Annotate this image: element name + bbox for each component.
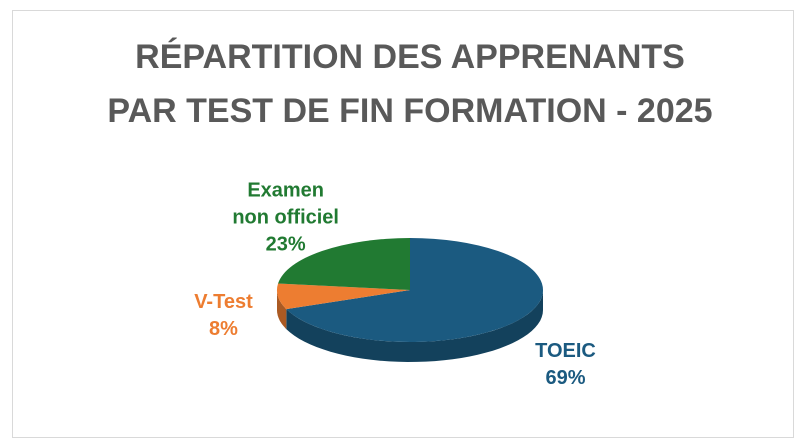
- data-label: V-Test 8%: [167, 289, 279, 343]
- slice: [277, 283, 410, 310]
- label-value: 69%: [545, 366, 586, 389]
- label-value: 8%: [209, 318, 238, 341]
- label-value: 23%: [265, 233, 306, 256]
- label-category: TOEIC: [535, 339, 596, 362]
- chart-title: RÉPARTITION DES APPRENANTS PAR TEST DE F…: [107, 38, 713, 130]
- slice: [286, 238, 543, 342]
- slice-side: [277, 290, 287, 330]
- label-category: V-Test: [194, 291, 253, 314]
- slice: [278, 238, 410, 290]
- slice-side: [286, 290, 543, 362]
- data-label: Examen non officiel 23%: [230, 177, 342, 258]
- data-label: TOEIC 69%: [509, 338, 621, 392]
- label-category: Examen non officiel: [232, 179, 339, 229]
- chart-frame: [12, 10, 794, 438]
